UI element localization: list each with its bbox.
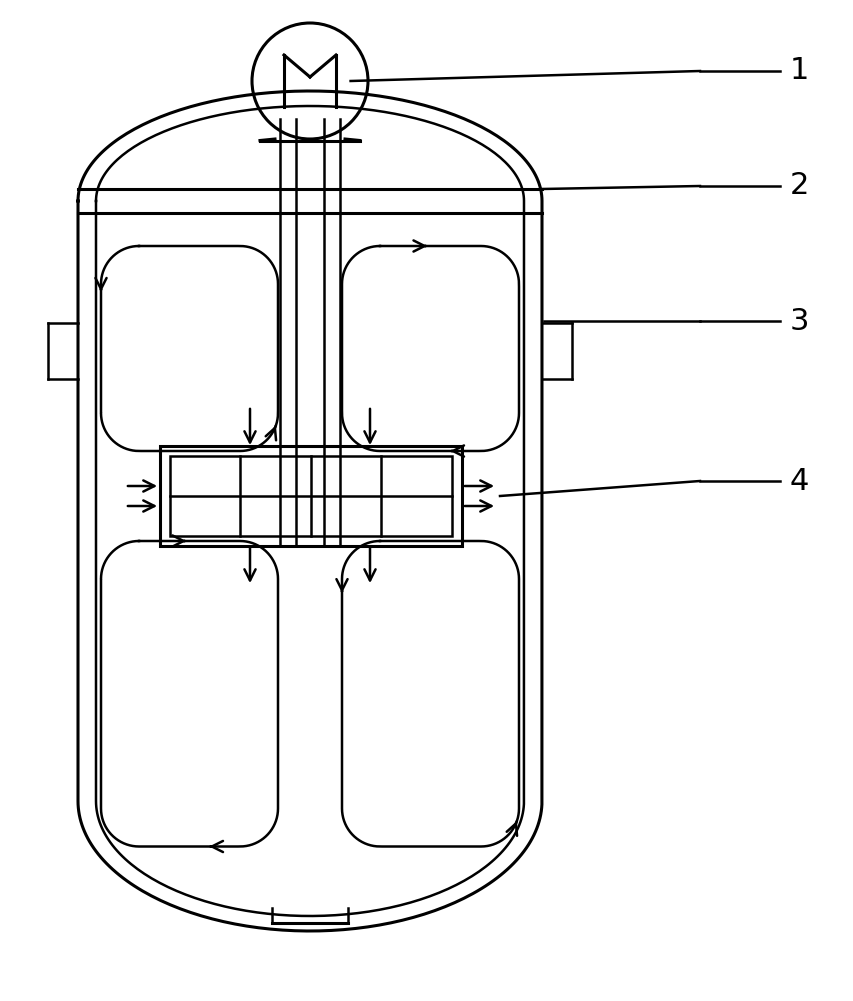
Bar — [160, 446, 461, 546]
Text: 3: 3 — [789, 306, 809, 335]
Text: 2: 2 — [789, 171, 809, 200]
Text: 1: 1 — [789, 56, 809, 85]
Bar — [170, 456, 451, 536]
Text: 4: 4 — [789, 466, 809, 495]
